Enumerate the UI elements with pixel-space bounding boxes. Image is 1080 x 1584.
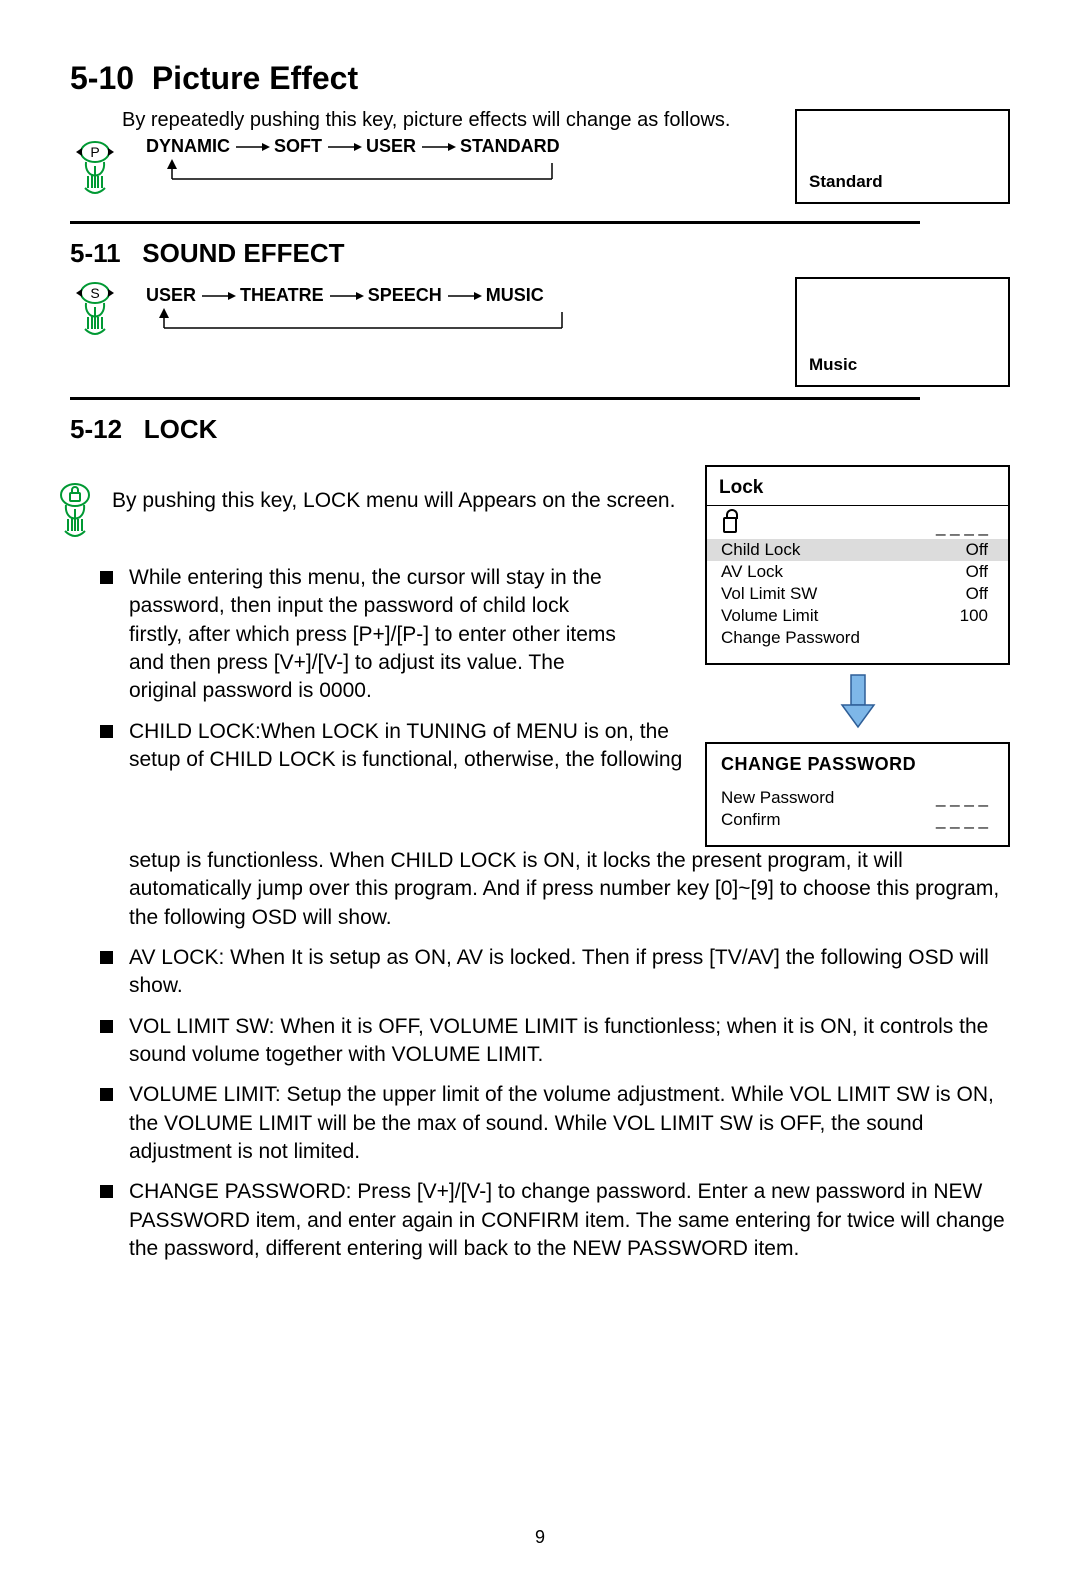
lock-row-value: Off: [966, 562, 988, 582]
remote-button-p-icon: P: [70, 136, 122, 211]
arrow-right-icon: [420, 140, 456, 154]
lock-menu-row: Change Password: [707, 627, 1008, 649]
lock-row-label: Change Password: [721, 628, 860, 648]
bullet-text: VOLUME LIMIT: Setup the upper limit of t…: [129, 1081, 1010, 1166]
lock-row-value: Off: [966, 584, 988, 604]
cycle-return-icon: [142, 308, 582, 334]
arrow-right-icon: [200, 289, 236, 303]
flow-item: SPEECH: [368, 285, 442, 306]
down-arrow-icon: [705, 665, 1010, 742]
flow-item: DYNAMIC: [146, 136, 230, 157]
section-heading: Picture Effect: [152, 60, 358, 96]
flow-item: THEATRE: [240, 285, 324, 306]
lock-intro: By pushing this key, LOCK menu will Appe…: [112, 487, 675, 515]
bullet-item: While entering this menu, the cursor wil…: [100, 564, 685, 706]
bullet-text: VOL LIMIT SW: When it is OFF, VOLUME LIM…: [129, 1013, 1010, 1070]
osd-sound-box: Music: [795, 277, 1010, 387]
section-5-12: 5-12 LOCK: [70, 414, 1010, 1263]
flow-item: USER: [146, 285, 196, 306]
arrow-right-icon: [326, 140, 362, 154]
section-title: 5-11 SOUND EFFECT: [70, 238, 1010, 269]
lock-password-row: _ _ _ _: [707, 516, 1008, 539]
lock-row-label: Vol Limit SW: [721, 584, 817, 604]
bullet-icon: [100, 725, 113, 738]
lock-menu-row: Child Lock Off: [707, 539, 1008, 561]
bullet-item: VOLUME LIMIT: Setup the upper limit of t…: [100, 1081, 1010, 1166]
arrow-right-icon: [446, 289, 482, 303]
flow-item: STANDARD: [460, 136, 560, 157]
flow-item: SOFT: [274, 136, 322, 157]
change-password-header: CHANGE PASSWORD: [721, 754, 994, 775]
password-row-value: _ _ _ _: [936, 810, 988, 830]
remote-button-lock-icon: [50, 481, 102, 552]
bullet-item: CHANGE PASSWORD: Press [V+]/[V-] to chan…: [100, 1178, 1010, 1263]
divider: [70, 221, 920, 224]
cycle-return-icon: [142, 159, 572, 185]
lock-menu-header: Lock: [707, 475, 1008, 506]
bullet-icon: [100, 1088, 113, 1101]
lock-row-value: Off: [966, 540, 988, 560]
section-number: 5-11: [70, 238, 121, 268]
password-row: Confirm _ _ _ _: [721, 809, 994, 831]
lock-icon: [721, 517, 737, 538]
section-5-11: 5-11 SOUND EFFECT S: [70, 238, 1010, 400]
svg-text:S: S: [90, 285, 99, 301]
bullet-item: VOL LIMIT SW: When it is OFF, VOLUME LIM…: [100, 1013, 1010, 1070]
page-number: 9: [0, 1527, 1080, 1548]
lock-row-label: AV Lock: [721, 562, 783, 582]
bullet-text-continuation: setup is functionless. When CHILD LOCK i…: [129, 847, 1010, 932]
password-row: New Password _ _ _ _: [721, 787, 994, 809]
flow-item: USER: [366, 136, 416, 157]
lock-menu-row: Vol Limit SW Off: [707, 583, 1008, 605]
arrow-right-icon: [234, 140, 270, 154]
section-heading: SOUND EFFECT: [142, 238, 344, 268]
password-row-label: Confirm: [721, 810, 781, 830]
bullet-item: AV LOCK: When It is setup as ON, AV is l…: [100, 944, 1010, 1001]
remote-button-s-icon: S: [70, 277, 122, 352]
password-row-value: _ _ _ _: [936, 788, 988, 808]
bullet-icon: [100, 571, 113, 584]
picture-effect-flow: DYNAMIC SOFT USER STANDARD: [142, 136, 572, 157]
password-dashes: _ _ _ _: [936, 517, 988, 538]
divider: [70, 397, 920, 400]
lock-menu-row: AV Lock Off: [707, 561, 1008, 583]
sound-effect-flow: USER THEATRE SPEECH MUSIC: [142, 285, 582, 306]
lock-menu-row: Volume Limit 100: [707, 605, 1008, 627]
osd-picture-box: Standard: [795, 109, 1010, 204]
password-row-label: New Password: [721, 788, 834, 808]
svg-text:P: P: [90, 144, 99, 160]
bullet-icon: [100, 1020, 113, 1033]
bullet-text: CHANGE PASSWORD: Press [V+]/[V-] to chan…: [129, 1178, 1010, 1263]
bullet-text: While entering this menu, the cursor wil…: [129, 564, 619, 706]
bullet-item: CHILD LOCK:When LOCK in TUNING of MENU i…: [100, 718, 685, 775]
lock-row-label: Child Lock: [721, 540, 800, 560]
osd-sound-value: Music: [809, 355, 857, 375]
arrow-right-icon: [328, 289, 364, 303]
flow-item: MUSIC: [486, 285, 544, 306]
lock-row-value: 100: [960, 606, 988, 626]
section-number: 5-12: [70, 414, 122, 444]
section-heading: LOCK: [144, 414, 218, 444]
lock-menu-box: Lock _ _ _ _ Child LockOffAV LockOffVol …: [705, 465, 1010, 665]
section-title: 5-12 LOCK: [70, 414, 1010, 445]
bullet-text: CHILD LOCK:When LOCK in TUNING of MENU i…: [129, 718, 685, 775]
change-password-box: CHANGE PASSWORD New Password_ _ _ _Confi…: [705, 742, 1010, 847]
osd-picture-value: Standard: [809, 172, 883, 192]
lock-row-label: Volume Limit: [721, 606, 818, 626]
section-number: 5-10: [70, 60, 134, 96]
bullet-text: AV LOCK: When It is setup as ON, AV is l…: [129, 944, 1010, 1001]
bullet-icon: [100, 951, 113, 964]
intro-text: By repeatedly pushing this key, picture …: [122, 109, 795, 132]
section-5-10: 5-10 Picture Effect By repeatedly pushin…: [70, 60, 1010, 224]
bullet-icon: [100, 1185, 113, 1198]
section-title: 5-10 Picture Effect: [70, 60, 1010, 97]
